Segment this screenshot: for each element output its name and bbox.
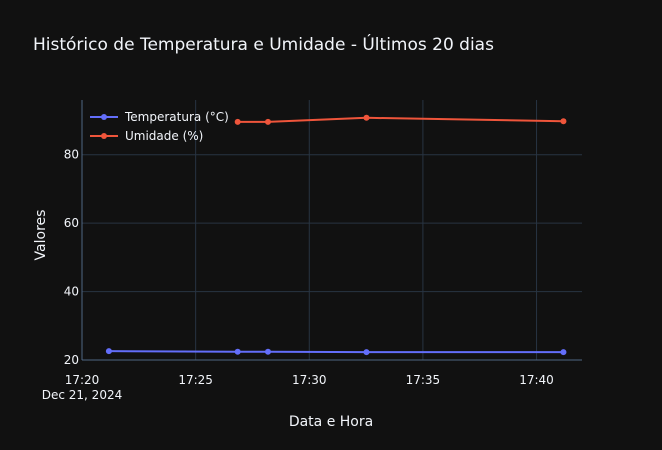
- legend-marker: [101, 114, 107, 120]
- data-point[interactable]: [234, 118, 241, 125]
- series-line: [237, 116, 564, 123]
- x-tick-label: 17:20: [65, 373, 100, 387]
- series-line: [108, 350, 564, 354]
- data-point[interactable]: [264, 118, 271, 125]
- y-axis-title: Valores: [33, 210, 49, 261]
- data-point[interactable]: [363, 349, 370, 356]
- data-point[interactable]: [105, 348, 112, 355]
- legend-label: Umidade (%): [125, 129, 203, 143]
- legend-item[interactable]: Umidade (%): [90, 129, 203, 143]
- x-tick-label: 17:30: [292, 373, 327, 387]
- x-tick-label: 17:40: [519, 373, 554, 387]
- y-tick-label: 40: [64, 285, 79, 299]
- data-point[interactable]: [363, 114, 370, 121]
- y-tick-label: 60: [64, 216, 79, 230]
- legend-marker: [101, 133, 107, 139]
- data-point[interactable]: [560, 118, 567, 125]
- data-point[interactable]: [560, 349, 567, 356]
- x-tick-labels: 17:20 17:25 17:30 17:35 17:40: [65, 373, 554, 387]
- legend-item[interactable]: Temperatura (°C): [90, 110, 229, 124]
- legend[interactable]: Temperatura (°C) Umidade (%): [90, 110, 229, 143]
- series-0: [105, 348, 567, 356]
- y-tick-labels: 20 40 60 80: [64, 148, 79, 367]
- chart-title: Histórico de Temperatura e Umidade - Últ…: [33, 33, 494, 55]
- grid-layer: [81, 100, 582, 361]
- data-point[interactable]: [264, 348, 271, 355]
- data-point[interactable]: [234, 348, 241, 355]
- y-tick-label: 20: [64, 353, 79, 367]
- series-layer: [105, 114, 567, 356]
- x-axis-title: Data e Hora: [289, 414, 373, 430]
- x-tick-label: 17:35: [406, 373, 441, 387]
- y-tick-label: 80: [64, 148, 79, 162]
- series-1: [234, 114, 567, 125]
- x-tick-label: 17:25: [178, 373, 213, 387]
- x-date-label: Dec 21, 2024: [42, 388, 122, 402]
- legend-label: Temperatura (°C): [124, 110, 229, 124]
